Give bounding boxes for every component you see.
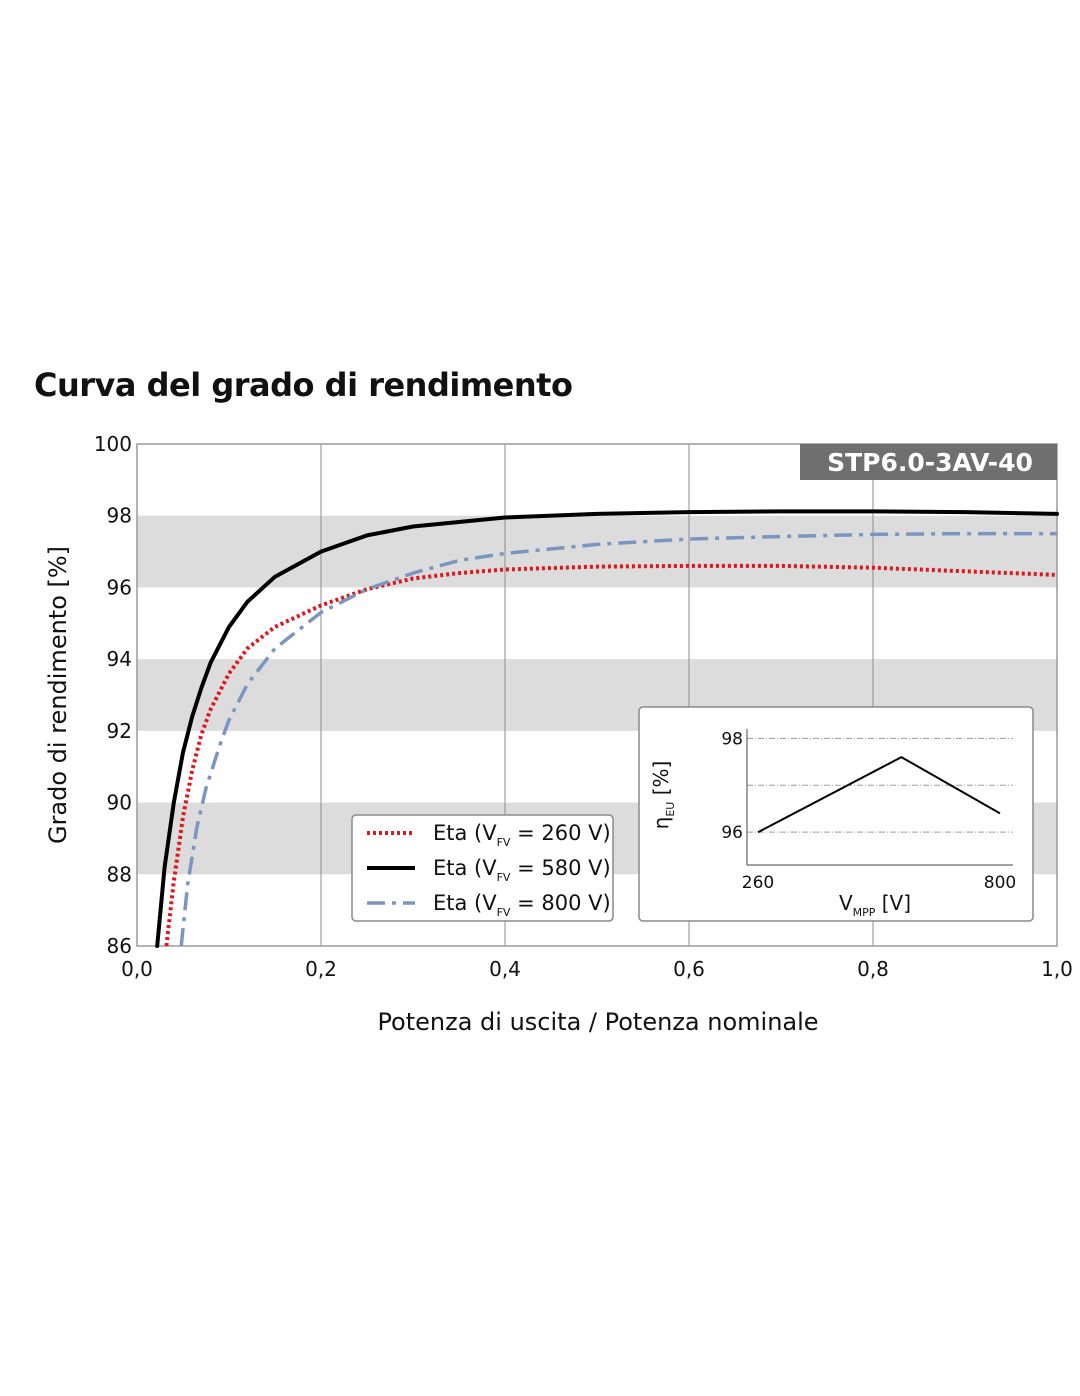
- inset-y-tick-label: 96: [721, 823, 743, 843]
- y-tick-label: 86: [107, 934, 132, 958]
- legend-box: [351, 814, 614, 922]
- model-badge: STP6.0-3AV-40: [800, 444, 1057, 480]
- page-title: Curva del grado di rendimento: [34, 366, 573, 404]
- x-tick-label: 0,8: [857, 957, 889, 981]
- series-line-dotted: [164, 563, 1058, 947]
- model-badge-text: STP6.0-3AV-40: [827, 448, 1033, 477]
- inset-y-axis-label: ηEU [%]: [649, 761, 677, 830]
- x-tick-labels: 0,0 0,2 0,4 0,6 0,8 1,0: [121, 957, 1073, 981]
- inset-series-line: [757, 755, 1001, 834]
- inset-x-tick-label: 260: [742, 873, 774, 893]
- inset-tick-labels: 96 98 260 800: [721, 729, 1016, 893]
- y-tick-label: 100: [94, 432, 132, 456]
- series-line-dash-dot: [179, 531, 1057, 947]
- inset-y-tick-label: 98: [721, 729, 743, 749]
- legend-label: Eta (VFV = 800 V): [433, 891, 611, 919]
- y-tick-labels: 86 88 90 92 94 96 98 100: [94, 432, 132, 958]
- y-tick-label: 92: [107, 719, 132, 743]
- inset-x-tick-label: 800: [984, 873, 1016, 893]
- model-badge-background: [800, 444, 1057, 480]
- legend-label: Eta (VFV = 260 V): [433, 821, 611, 849]
- y-tick-label: 94: [107, 647, 132, 671]
- x-tick-label: 0,2: [305, 957, 337, 981]
- x-axis-label: Potenza di uscita / Potenza nominale: [377, 1008, 818, 1036]
- inset-gridlines: [747, 737, 1013, 833]
- legend-label: Eta (VFV = 580 V): [433, 856, 611, 884]
- inset-series-layer: [757, 755, 1001, 834]
- y-axis-label: Grado di rendimento [%]: [44, 546, 72, 844]
- inset-x-axis-label: VMPP [V]: [839, 891, 911, 919]
- plot-frame: [136, 443, 1058, 947]
- y-tick-label: 90: [107, 791, 132, 815]
- x-tick-label: 1,0: [1041, 957, 1073, 981]
- y-tick-label: 98: [107, 504, 132, 528]
- inset-chart: 96 98 260 800 VMPP [V] ηEU [%]: [638, 706, 1034, 922]
- y-tick-label: 96: [107, 575, 132, 599]
- x-tick-label: 0,6: [673, 957, 705, 981]
- y-tick-label: 88: [107, 862, 132, 886]
- x-tick-label: 0,4: [489, 957, 521, 981]
- legend: Eta (VFV = 260 V) Eta (VFV = 580 V) Eta (V…: [351, 814, 614, 922]
- series-line-solid: [155, 509, 1059, 948]
- x-tick-label: 0,0: [121, 957, 153, 981]
- grey-band-2: [137, 515, 1057, 588]
- series-layer: [155, 509, 1059, 948]
- inset-frame: [638, 706, 1034, 922]
